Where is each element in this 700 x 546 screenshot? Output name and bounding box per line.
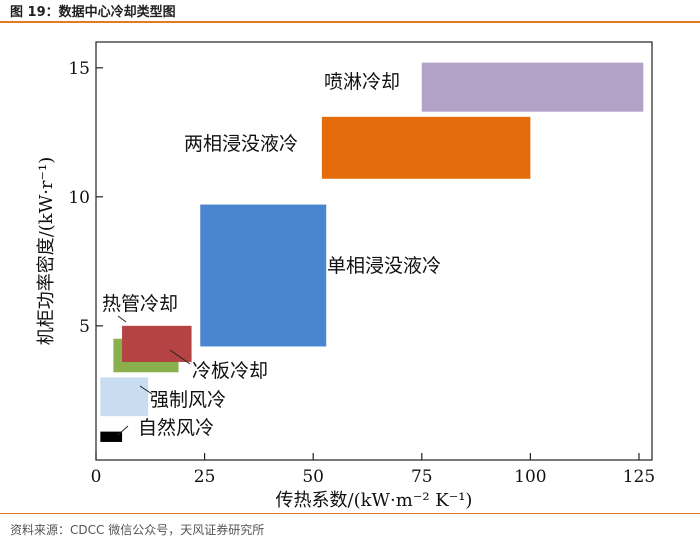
- range-box-6: [421, 62, 644, 112]
- range-box-4: [200, 204, 327, 347]
- source-note: 资料来源：CDCC 微信公众号，天风证券研究所: [10, 523, 265, 537]
- plot-frame: [95, 41, 653, 461]
- range-box-0: [100, 431, 123, 442]
- y-tick-label-2: 15: [68, 59, 90, 79]
- y-tick-label-1: 10: [68, 188, 90, 208]
- series-label-5: 两相浸没液冷: [184, 133, 298, 155]
- leader-line-2: [169, 349, 191, 365]
- x-tick-label-3: 75: [411, 467, 433, 487]
- x-axis-label: 传热系数/(kW·m⁻² K⁻¹): [276, 490, 473, 511]
- y-axis-label: 机柜功率密度/(kW·r⁻¹): [36, 157, 57, 346]
- leader-line-3: [117, 315, 127, 323]
- bottom-rule: [0, 513, 700, 514]
- series-label-6: 喷淋冷却: [324, 71, 400, 93]
- axis-ticks: 0 25 50 75 100 125 5 10 15: [68, 59, 655, 487]
- series-label-2: 冷板冷却: [192, 360, 268, 382]
- x-tick-label-0: 0: [91, 467, 102, 487]
- x-tick-label-1: 25: [194, 467, 216, 487]
- x-tick-label-4: 100: [514, 467, 546, 487]
- range-box-5: [321, 116, 531, 179]
- range-box-3: [122, 325, 192, 362]
- y-tick-label-0: 5: [79, 317, 90, 337]
- leader-line-0: [117, 425, 129, 436]
- series-label-4: 单相浸没液冷: [327, 255, 441, 277]
- figure-title: 图 19：数据中心冷却类型图: [10, 5, 176, 20]
- range-boxes: [100, 62, 644, 442]
- series-label-3: 热管冷却: [102, 293, 178, 315]
- x-tick-label-2: 50: [302, 467, 324, 487]
- leader-line-1: [139, 385, 153, 395]
- series-labels: 自然风冷 强制风冷 冷板冷却 热管冷却 单相浸没液冷 两相浸没液冷 喷淋冷却: [102, 71, 441, 439]
- series-label-1: 强制风冷: [150, 389, 226, 411]
- cooling-types-chart: 0 25 50 75 100 125 5 10 15 自然风冷 强制风冷 冷板冷却 热管冷却 单相浸没液…: [36, 41, 655, 511]
- range-box-1: [100, 377, 149, 417]
- series-label-0: 自然风冷: [138, 417, 214, 439]
- top-rule: [0, 21, 700, 23]
- x-tick-label-5: 125: [623, 467, 655, 487]
